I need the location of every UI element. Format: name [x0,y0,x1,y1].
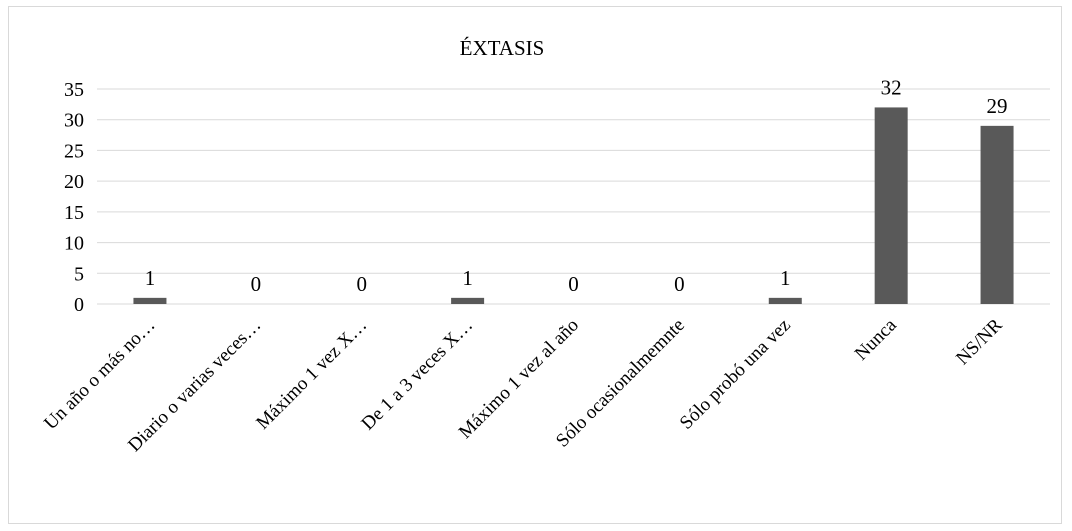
bar-6 [768,297,802,304]
y-tick-label-10: 10 [64,233,84,255]
data-label-7: 32 [881,75,902,99]
x-tick-label-8: NS/NR [952,314,1007,369]
y-tick-label-0: 0 [74,294,84,316]
y-tick-label-15: 15 [64,202,84,224]
x-tick-label-0: Un año o más no… [40,315,159,434]
y-tick-label-25: 25 [64,140,84,162]
x-axis: Un año o más no…Diario o varias veces…Má… [40,314,1007,456]
bar-3 [451,297,485,304]
x-tick-label-7: Nunca [851,314,901,364]
chart-title: ÉXTASIS [460,36,545,60]
x-tick-label-2: Máximo 1 vez X… [252,315,371,434]
y-tick-label-35: 35 [64,79,84,101]
data-labels: 1 0 0 1 0 0 1 32 29 [145,75,1008,296]
data-label-4: 0 [568,272,579,296]
y-tick-label-30: 30 [64,110,84,132]
bar-7 [874,107,908,304]
y-tick-label-5: 5 [74,263,84,285]
data-label-0: 1 [145,266,156,290]
x-tick-label-3: De 1 a 3 veces X… [357,315,477,435]
bar-8 [980,125,1014,304]
y-tick-label-20: 20 [64,171,84,193]
data-label-6: 1 [780,266,791,290]
bars [133,107,1014,304]
data-label-1: 0 [251,272,262,296]
data-label-2: 0 [356,272,367,296]
bar-0 [133,297,167,304]
data-label-3: 1 [462,266,473,290]
y-axis: 0 5 10 15 20 25 30 35 [64,79,84,316]
x-tick-label-6: Sólo probó una vez [676,315,795,434]
data-label-5: 0 [674,272,685,296]
data-label-8: 29 [987,94,1008,118]
